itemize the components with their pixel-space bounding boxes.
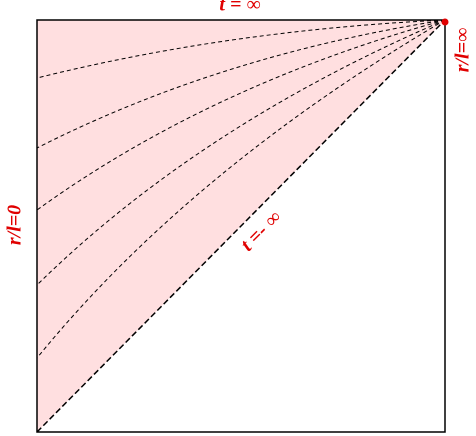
dashed-curve	[36, 19, 446, 149]
corner-point	[441, 18, 449, 26]
diagonal-boundary	[36, 19, 446, 433]
frame	[36, 19, 446, 433]
right-label: r/l=∞	[452, 28, 474, 73]
dashed-curve	[36, 19, 446, 211]
top-label: t = ∞	[219, 0, 260, 16]
dashed-curve	[36, 19, 446, 359]
dashed-curve	[36, 19, 446, 286]
dashed-curve	[36, 19, 446, 79]
left-label: r/l=0	[4, 205, 26, 245]
